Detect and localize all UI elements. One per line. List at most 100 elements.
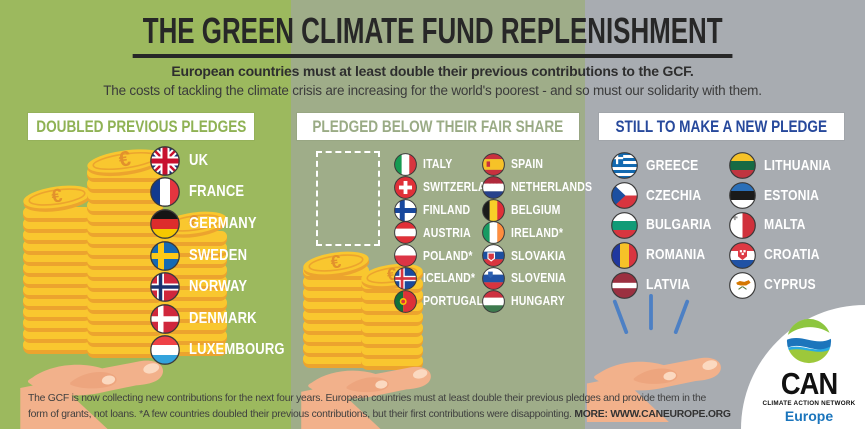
country-row: HUNGARY xyxy=(482,289,608,313)
country-label: LATVIA xyxy=(646,277,691,294)
austria-flag-icon xyxy=(394,221,417,245)
country-row: ROMANIA xyxy=(611,240,724,270)
country-row: ESTONIA xyxy=(729,181,844,211)
country-row: POLAND* xyxy=(394,244,516,267)
svg-text:€: € xyxy=(187,210,200,232)
country-label: HUNGARY xyxy=(511,294,565,309)
croatia-flag-icon xyxy=(729,241,756,269)
country-label: ROMANIA xyxy=(646,247,706,264)
latvia-flag-icon xyxy=(611,271,638,299)
country-row: SPAIN xyxy=(482,153,608,176)
uk-flag-icon xyxy=(150,145,180,176)
can-logo-tagline: CLIMATE ACTION NETWORK xyxy=(762,400,856,407)
column-header-doubled: DOUBLED PREVIOUS PLEDGES xyxy=(28,113,254,140)
germany-flag-icon xyxy=(150,209,180,239)
switzerland-flag-icon xyxy=(394,175,417,199)
footer-note: The GCF is now collecting new contributi… xyxy=(28,391,748,423)
column-header-new-pledge-label: STILL TO MAKE A NEW PLEDGE xyxy=(615,116,828,136)
estonia-flag-icon xyxy=(729,182,756,210)
country-label: SWITZERLAND xyxy=(423,180,502,195)
portugal-flag-icon xyxy=(394,289,417,313)
belgium-flag-icon xyxy=(482,198,505,222)
country-row: SWITZERLAND xyxy=(394,175,516,199)
country-label: ITALY xyxy=(423,157,453,172)
poland-flag-icon xyxy=(394,244,417,267)
country-label: PORTUGAL xyxy=(423,294,484,309)
country-row: LUXEMBOURG xyxy=(150,335,303,367)
country-label: GREECE xyxy=(646,157,699,174)
france-flag-icon xyxy=(150,177,180,208)
can-globe-icon xyxy=(786,318,832,364)
country-row: NORWAY xyxy=(150,271,303,303)
spain-flag-icon xyxy=(482,153,505,176)
country-list-doubled: UK FRANCE GERMANY SWEDEN NORWAY DENMARK LUXEMB… xyxy=(150,145,303,366)
svg-text:€: € xyxy=(50,185,64,207)
country-row: SWEDEN xyxy=(150,240,303,272)
finland-flag-icon xyxy=(394,198,417,222)
footer-line2: form of grants, not loans. *A few countr… xyxy=(28,407,748,423)
luxembourg-flag-icon xyxy=(150,335,180,366)
country-label: ICELAND* xyxy=(423,271,476,286)
sweden-flag-icon xyxy=(150,240,180,271)
country-row: LATVIA xyxy=(611,270,724,300)
country-row: UK xyxy=(150,145,303,177)
can-logo-text: CAN xyxy=(780,366,838,401)
country-row: NETHERLANDS xyxy=(482,175,608,199)
country-row: CZECHIA xyxy=(611,181,724,211)
subtitle-bold: European countries must at least double … xyxy=(171,63,694,79)
empty-sparkle-lines-icon xyxy=(612,294,690,334)
column-header-below-label: PLEDGED BELOW THEIR FAIR SHARE xyxy=(312,116,564,136)
country-label: UK xyxy=(189,151,209,169)
can-logo-region: Europe xyxy=(784,408,834,424)
country-row: FINLAND xyxy=(394,198,516,222)
country-label: CZECHIA xyxy=(646,187,702,204)
subtitle: The costs of tackling the climate crisis… xyxy=(103,83,762,98)
country-row: IRELAND* xyxy=(482,221,608,245)
country-label: CROATIA xyxy=(764,247,820,264)
footer-line1: The GCF is now collecting new contributi… xyxy=(28,393,707,404)
country-label: AUSTRIA xyxy=(423,225,471,240)
norway-flag-icon xyxy=(150,272,180,303)
country-label: CYPRUS xyxy=(764,277,816,294)
country-row: GREECE xyxy=(611,151,724,181)
country-label: SPAIN xyxy=(511,157,544,172)
country-label: IRELAND* xyxy=(511,225,564,240)
country-label: NETHERLANDS xyxy=(511,180,593,195)
country-label: SLOVENIA xyxy=(511,271,567,286)
greece-flag-icon xyxy=(611,152,638,180)
column-header-doubled-label: DOUBLED PREVIOUS PLEDGES xyxy=(35,116,247,136)
country-row: LITHUANIA xyxy=(729,151,844,181)
country-row: SLOVAKIA xyxy=(482,244,608,267)
country-label: LUXEMBOURG xyxy=(189,341,285,359)
country-label: BULGARIA xyxy=(646,217,712,234)
bulgaria-flag-icon xyxy=(611,212,638,239)
column-header-new-pledge: STILL TO MAKE A NEW PLEDGE xyxy=(599,113,844,140)
netherlands-flag-icon xyxy=(482,175,505,199)
country-row: DENMARK xyxy=(150,303,303,335)
country-label: FRANCE xyxy=(189,183,245,201)
page-title: THE GREEN CLIMATE FUND REPLENISHMENT xyxy=(132,11,733,58)
slovenia-flag-icon xyxy=(482,267,505,290)
footer-link[interactable]: MORE: WWW.CANEUROPE.ORG xyxy=(574,409,731,420)
svg-text:€: € xyxy=(117,146,132,171)
malta-flag-icon xyxy=(729,212,756,239)
country-label: DENMARK xyxy=(189,309,257,327)
country-label: FINLAND xyxy=(423,202,471,217)
country-row: PORTUGAL xyxy=(394,289,516,313)
country-label: BELGIUM xyxy=(511,202,561,217)
column-header-below: PLEDGED BELOW THEIR FAIR SHARE xyxy=(297,113,579,140)
country-list-new-left: GREECE CZECHIA BULGARIA ROMANIA LATVIA xyxy=(611,151,724,300)
country-label: MALTA xyxy=(764,217,806,234)
ireland-flag-icon xyxy=(482,221,505,245)
svg-text:€: € xyxy=(329,250,342,272)
lithuania-flag-icon xyxy=(729,152,756,180)
country-label: ESTONIA xyxy=(764,187,820,204)
country-label: SWEDEN xyxy=(189,246,248,264)
country-list-below-right: SPAIN NETHERLANDS BELGIUM IRELAND* SLOVAKIA S… xyxy=(482,153,608,313)
czechia-flag-icon xyxy=(611,182,638,210)
header: THE GREEN CLIMATE FUND REPLENISHMENT xyxy=(0,11,865,58)
country-row: SLOVENIA xyxy=(482,267,608,290)
country-row: CYPRUS xyxy=(729,270,844,300)
footer-line2-text: form of grants, not loans. *A few countr… xyxy=(28,409,575,420)
